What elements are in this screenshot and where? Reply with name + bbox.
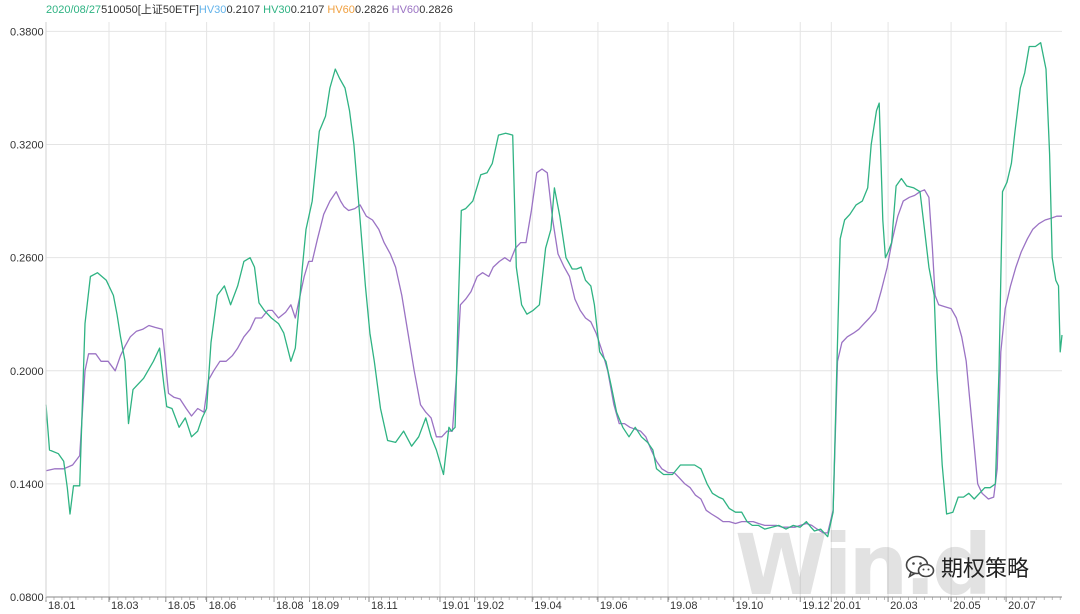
series-layer — [45, 42, 1063, 538]
x-tick-label: 20.03 — [890, 600, 918, 612]
legend-date: 2020/08/27 — [46, 4, 102, 16]
x-tick-label: 19.06 — [600, 600, 628, 612]
legend-hv30-blue-value: 0.2107 — [226, 4, 261, 16]
legend-code: 510050[上证50ETF] — [101, 4, 199, 16]
legend-hv30-green-label: HV30 — [263, 4, 291, 16]
x-tick-label: 18.06 — [209, 600, 237, 612]
x-tick-label: 18.03 — [111, 600, 139, 612]
x-tick-label: 20.07 — [1008, 600, 1036, 612]
brand-text: 期权策略 — [941, 557, 1030, 582]
legend-hv30-blue-label: HV30 — [198, 4, 227, 16]
wind-watermark-logo: Win.d — [735, 516, 992, 614]
y-tick-label: 0.2000 — [10, 366, 44, 378]
legend-hv60-purple-value: 0.2826 — [419, 4, 453, 16]
legend-hv60-orange-value: 0.2826 — [354, 4, 389, 16]
y-axis: 0.3800 0.3200 0.2600 0.2000 0.1400 0.0800 — [10, 26, 44, 604]
x-tick-label: 18.01 — [48, 600, 76, 612]
x-tick-label: 19.01 — [442, 600, 470, 612]
x-tick-label: 19.02 — [477, 600, 505, 612]
x-tick-label: 18.05 — [168, 600, 196, 612]
x-tick-label: 19.08 — [670, 600, 698, 612]
x-tick-label: 20.05 — [953, 600, 981, 612]
x-tick-label: 19.10 — [736, 600, 764, 612]
y-tick-label: 0.3200 — [10, 140, 44, 152]
wechat-brand-watermark: 期权策略 — [905, 551, 1029, 583]
y-tick-label: 0.2600 — [10, 253, 44, 265]
series-line-hv60 — [45, 168, 1062, 534]
x-tick-label: 18.09 — [312, 600, 340, 612]
x-tick-label: 19.12 — [802, 600, 830, 612]
legend-hv30-green-value: 0.2107 — [290, 4, 325, 16]
x-tick-label: 19.04 — [534, 600, 562, 612]
y-tick-label: 0.1400 — [10, 479, 44, 491]
x-tick-label: 18.11 — [371, 600, 398, 612]
legend-hv60-purple-label: HV60 — [391, 4, 420, 16]
grid — [45, 22, 1062, 598]
x-tick-label: 20.01 — [833, 600, 861, 612]
x-axis: 18.01 18.03 18.05 18.06 18.08 18.09 18.11 19.01… — [45, 22, 1062, 612]
legend: 2020/08/27510050[上证50ETF]HV300.2107 HV30… — [46, 3, 453, 17]
series-line-hv30 — [45, 42, 1063, 538]
y-tick-label: 0.0800 — [10, 592, 44, 604]
x-tick-label: 18.08 — [276, 600, 304, 612]
wechat-icon — [905, 555, 935, 579]
legend-hv60-orange-label: HV60 — [327, 4, 355, 16]
y-tick-label: 0.3800 — [10, 26, 44, 38]
